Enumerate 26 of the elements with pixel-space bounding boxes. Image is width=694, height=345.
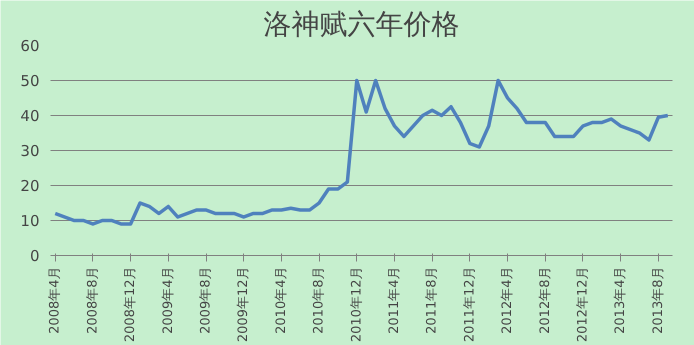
- x-tick-label: 2011年8月: [424, 266, 440, 334]
- x-tick-label: 2010年8月: [312, 266, 327, 334]
- x-tick-label: 2009年12月: [236, 266, 252, 342]
- x-tick-label: 2008年4月: [48, 266, 63, 334]
- x-tick-label: 2008年8月: [85, 266, 100, 334]
- chart-title: 洛神赋六年价格: [264, 8, 460, 40]
- x-tick-label: 2012年4月: [500, 266, 516, 334]
- y-tick-label: 50: [20, 72, 40, 90]
- x-tick-label: 2011年4月: [386, 266, 402, 334]
- y-tick-label: 30: [20, 142, 40, 160]
- line-series: [53, 78, 670, 226]
- x-tick-label: 2009年8月: [198, 266, 214, 334]
- x-tick-label: 2013年4月: [613, 266, 628, 334]
- y-tick-label: 0: [30, 247, 40, 265]
- x-tick-label: 2012年8月: [538, 266, 553, 334]
- y-tick-label: 60: [20, 37, 40, 55]
- x-tick-label: 2011年12月: [462, 266, 478, 342]
- x-tick-label: 2013年8月: [650, 266, 666, 334]
- x-tick-label: 2012年12月: [575, 266, 590, 342]
- y-tick-label: 20: [20, 177, 40, 195]
- x-tick-label: 2010年4月: [274, 266, 289, 334]
- x-tick-label: 2010年12月: [349, 266, 364, 342]
- x-tick-label: 2008年12月: [123, 266, 138, 342]
- x-tick-label: 2009年4月: [160, 266, 176, 334]
- y-tick-label: 10: [20, 212, 40, 230]
- y-tick-label: 40: [20, 107, 40, 125]
